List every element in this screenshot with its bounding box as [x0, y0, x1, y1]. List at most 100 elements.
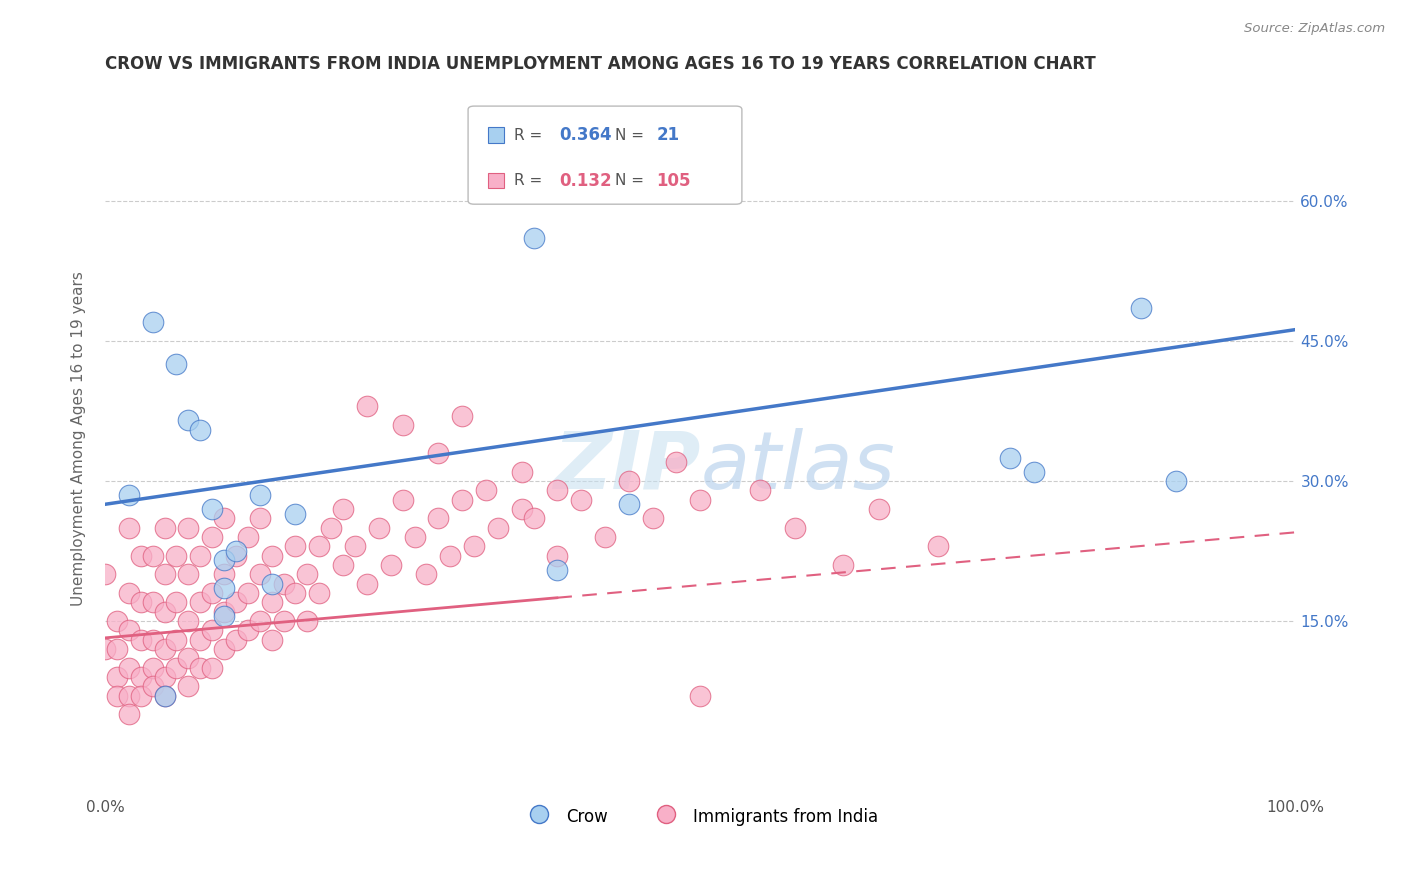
- Point: [1129, 301, 1152, 315]
- Point: [153, 521, 176, 535]
- Point: [332, 558, 354, 572]
- Text: N =: N =: [614, 173, 648, 188]
- FancyBboxPatch shape: [488, 128, 503, 143]
- Point: [201, 661, 224, 675]
- Point: [225, 595, 247, 609]
- Point: [94, 567, 117, 582]
- Point: [332, 502, 354, 516]
- Point: [177, 521, 200, 535]
- Point: [748, 483, 770, 498]
- Point: [308, 586, 330, 600]
- Point: [129, 595, 152, 609]
- Point: [165, 661, 187, 675]
- Point: [404, 530, 426, 544]
- Point: [249, 614, 271, 628]
- Point: [260, 595, 283, 609]
- Point: [188, 549, 211, 563]
- Point: [832, 558, 855, 572]
- Point: [427, 511, 450, 525]
- Point: [165, 549, 187, 563]
- Point: [451, 492, 474, 507]
- Point: [201, 624, 224, 638]
- Point: [153, 567, 176, 582]
- Point: [188, 632, 211, 647]
- Point: [1022, 465, 1045, 479]
- Y-axis label: Unemployment Among Ages 16 to 19 years: Unemployment Among Ages 16 to 19 years: [72, 271, 86, 607]
- Point: [153, 670, 176, 684]
- Point: [118, 586, 141, 600]
- Point: [617, 497, 640, 511]
- Point: [356, 576, 378, 591]
- Point: [236, 530, 259, 544]
- Point: [273, 614, 295, 628]
- Point: [225, 632, 247, 647]
- Point: [165, 632, 187, 647]
- Point: [153, 605, 176, 619]
- Point: [1166, 474, 1188, 488]
- Point: [105, 689, 128, 703]
- Point: [201, 502, 224, 516]
- Text: 0.364: 0.364: [558, 126, 612, 145]
- Point: [118, 521, 141, 535]
- Point: [297, 614, 319, 628]
- Text: 21: 21: [657, 126, 679, 145]
- Point: [225, 544, 247, 558]
- Point: [118, 661, 141, 675]
- Point: [510, 465, 533, 479]
- Point: [212, 605, 235, 619]
- Point: [153, 689, 176, 703]
- Point: [118, 707, 141, 722]
- Point: [451, 409, 474, 423]
- Point: [284, 539, 307, 553]
- Point: [225, 549, 247, 563]
- Point: [284, 586, 307, 600]
- Point: [546, 549, 568, 563]
- Point: [546, 563, 568, 577]
- Point: [641, 511, 664, 525]
- Point: [439, 549, 461, 563]
- Point: [522, 511, 544, 525]
- Point: [380, 558, 402, 572]
- Point: [118, 624, 141, 638]
- Point: [129, 689, 152, 703]
- Point: [94, 642, 117, 657]
- Point: [249, 567, 271, 582]
- Point: [188, 595, 211, 609]
- Point: [118, 488, 141, 502]
- Point: [236, 586, 259, 600]
- Point: [249, 488, 271, 502]
- Text: N =: N =: [614, 128, 648, 143]
- Text: Source: ZipAtlas.com: Source: ZipAtlas.com: [1244, 22, 1385, 36]
- Point: [273, 576, 295, 591]
- Point: [260, 576, 283, 591]
- Text: atlas: atlas: [700, 428, 896, 506]
- Point: [177, 651, 200, 665]
- Point: [201, 530, 224, 544]
- Point: [165, 357, 187, 371]
- Point: [212, 582, 235, 596]
- Point: [321, 521, 343, 535]
- Text: 0.132: 0.132: [558, 171, 612, 190]
- Point: [569, 492, 592, 507]
- Point: [927, 539, 949, 553]
- Point: [177, 614, 200, 628]
- Point: [142, 632, 165, 647]
- Point: [510, 502, 533, 516]
- Point: [689, 492, 711, 507]
- Point: [177, 567, 200, 582]
- Point: [593, 530, 616, 544]
- Point: [177, 413, 200, 427]
- Point: [427, 446, 450, 460]
- Point: [617, 474, 640, 488]
- Point: [201, 586, 224, 600]
- Point: [236, 624, 259, 638]
- Point: [868, 502, 890, 516]
- Point: [475, 483, 498, 498]
- Point: [785, 521, 807, 535]
- Point: [188, 661, 211, 675]
- Legend: Crow, Immigrants from India: Crow, Immigrants from India: [516, 800, 884, 833]
- Point: [212, 609, 235, 624]
- Point: [689, 689, 711, 703]
- Point: [522, 231, 544, 245]
- Point: [105, 670, 128, 684]
